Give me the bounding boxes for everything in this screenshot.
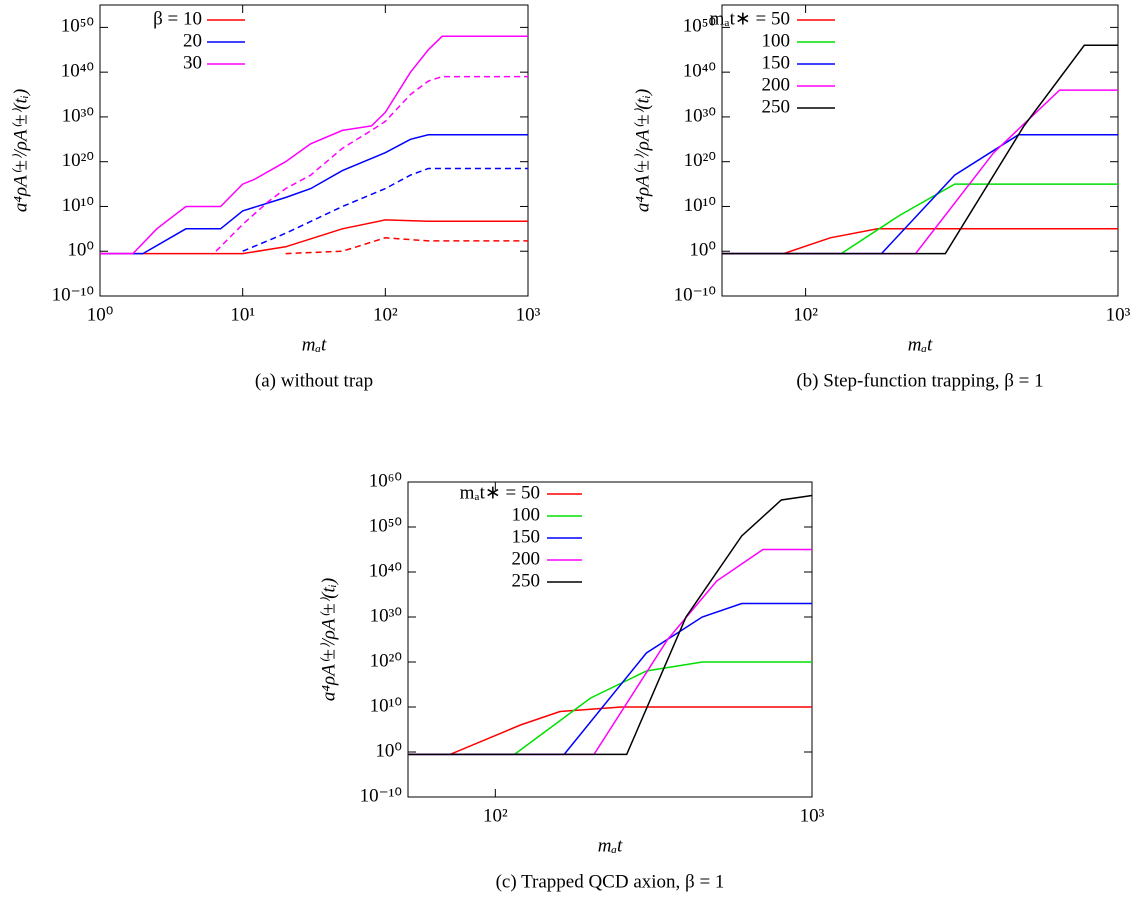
legend-label: 250 bbox=[762, 96, 791, 117]
legend-label: 150 bbox=[762, 52, 791, 73]
series-line bbox=[722, 228, 1118, 255]
caption: (c) Trapped QCD axion, β = 1 bbox=[496, 871, 725, 892]
series-line bbox=[100, 134, 528, 255]
y-tick-label: 10³⁰ bbox=[684, 105, 716, 126]
y-tick-label: 10⁶⁰ bbox=[369, 470, 402, 491]
y-tick-label: 10⁵⁰ bbox=[61, 16, 94, 37]
y-tick-label: 10¹⁰ bbox=[370, 695, 402, 716]
x-tick-label: 10⁰ bbox=[87, 304, 114, 325]
legend-label: 200 bbox=[512, 548, 541, 569]
plot-frame bbox=[721, 4, 1119, 297]
legend-label: 150 bbox=[512, 526, 541, 547]
x-tick-label: 10² bbox=[373, 304, 398, 325]
series-line bbox=[722, 183, 1118, 255]
y-tick-label: 10⁴⁰ bbox=[61, 61, 94, 82]
series-line bbox=[215, 75, 528, 252]
x-tick-label: 10³ bbox=[800, 805, 825, 826]
plot-frame bbox=[407, 481, 813, 798]
series-line bbox=[100, 219, 528, 255]
y-tick-label: 10²⁰ bbox=[370, 650, 402, 671]
y-tick-label: 10²⁰ bbox=[62, 150, 94, 171]
legend-label: 250 bbox=[512, 570, 541, 591]
y-tick-label: 10⁵⁰ bbox=[683, 16, 716, 37]
y-tick-label: 10²⁰ bbox=[684, 150, 716, 171]
x-tick-label: 10³ bbox=[1106, 304, 1131, 325]
series-line bbox=[242, 167, 528, 252]
x-tick-label: 10² bbox=[483, 805, 508, 826]
y-tick-label: 10⁰ bbox=[67, 240, 94, 261]
legend-label: 100 bbox=[512, 504, 541, 525]
series-line bbox=[408, 548, 812, 756]
caption: (b) Step-function trapping, β = 1 bbox=[796, 370, 1043, 391]
x-tick-label: 10³ bbox=[516, 304, 541, 325]
series-line bbox=[722, 134, 1118, 255]
series-line bbox=[722, 44, 1118, 255]
y-axis-label: a⁴ρA⁽±⁾/ρA⁽±⁾(tᵢ) bbox=[318, 578, 339, 701]
series-line bbox=[100, 35, 528, 255]
y-tick-label: 10⁻¹⁰ bbox=[52, 284, 94, 305]
y-tick-label: 10³⁰ bbox=[62, 105, 94, 126]
legend-label: 200 bbox=[762, 74, 791, 95]
series-line bbox=[285, 237, 528, 255]
legend-label: 30 bbox=[183, 52, 202, 73]
y-tick-label: 10¹⁰ bbox=[62, 195, 94, 216]
y-axis-label: a⁴ρA⁽±⁾/ρA⁽±⁾(tᵢ) bbox=[10, 89, 31, 212]
x-axis-label: mₐt bbox=[908, 334, 933, 355]
y-axis-label: a⁴ρA⁽±⁾/ρA⁽±⁾(tᵢ) bbox=[632, 89, 653, 212]
y-tick-label: 10⁰ bbox=[689, 240, 716, 261]
y-tick-label: 10⁴⁰ bbox=[683, 61, 716, 82]
x-axis-label: mₐt bbox=[302, 334, 327, 355]
x-axis-label: mₐt bbox=[598, 835, 623, 856]
y-tick-label: 10⁻¹⁰ bbox=[674, 284, 716, 305]
y-tick-label: 10⁻¹⁰ bbox=[360, 785, 402, 806]
y-tick-label: 10⁵⁰ bbox=[369, 515, 402, 536]
y-tick-label: 10⁴⁰ bbox=[369, 560, 402, 581]
legend-label: 20 bbox=[183, 30, 202, 51]
y-tick-label: 10⁰ bbox=[375, 740, 402, 761]
x-tick-label: 10² bbox=[793, 304, 818, 325]
caption: (a) without trap bbox=[255, 370, 373, 391]
series-line bbox=[408, 602, 812, 756]
legend-label: β = 10 bbox=[153, 8, 202, 29]
y-tick-label: 10¹⁰ bbox=[684, 195, 716, 216]
plot-frame bbox=[99, 4, 529, 297]
y-tick-label: 10³⁰ bbox=[370, 605, 402, 626]
series-line bbox=[408, 494, 813, 756]
legend-label: mₐt∗ = 50 bbox=[710, 8, 790, 29]
legend-label: 100 bbox=[762, 30, 791, 51]
x-tick-label: 10¹ bbox=[230, 304, 255, 325]
legend-label: mₐt∗ = 50 bbox=[460, 482, 540, 503]
